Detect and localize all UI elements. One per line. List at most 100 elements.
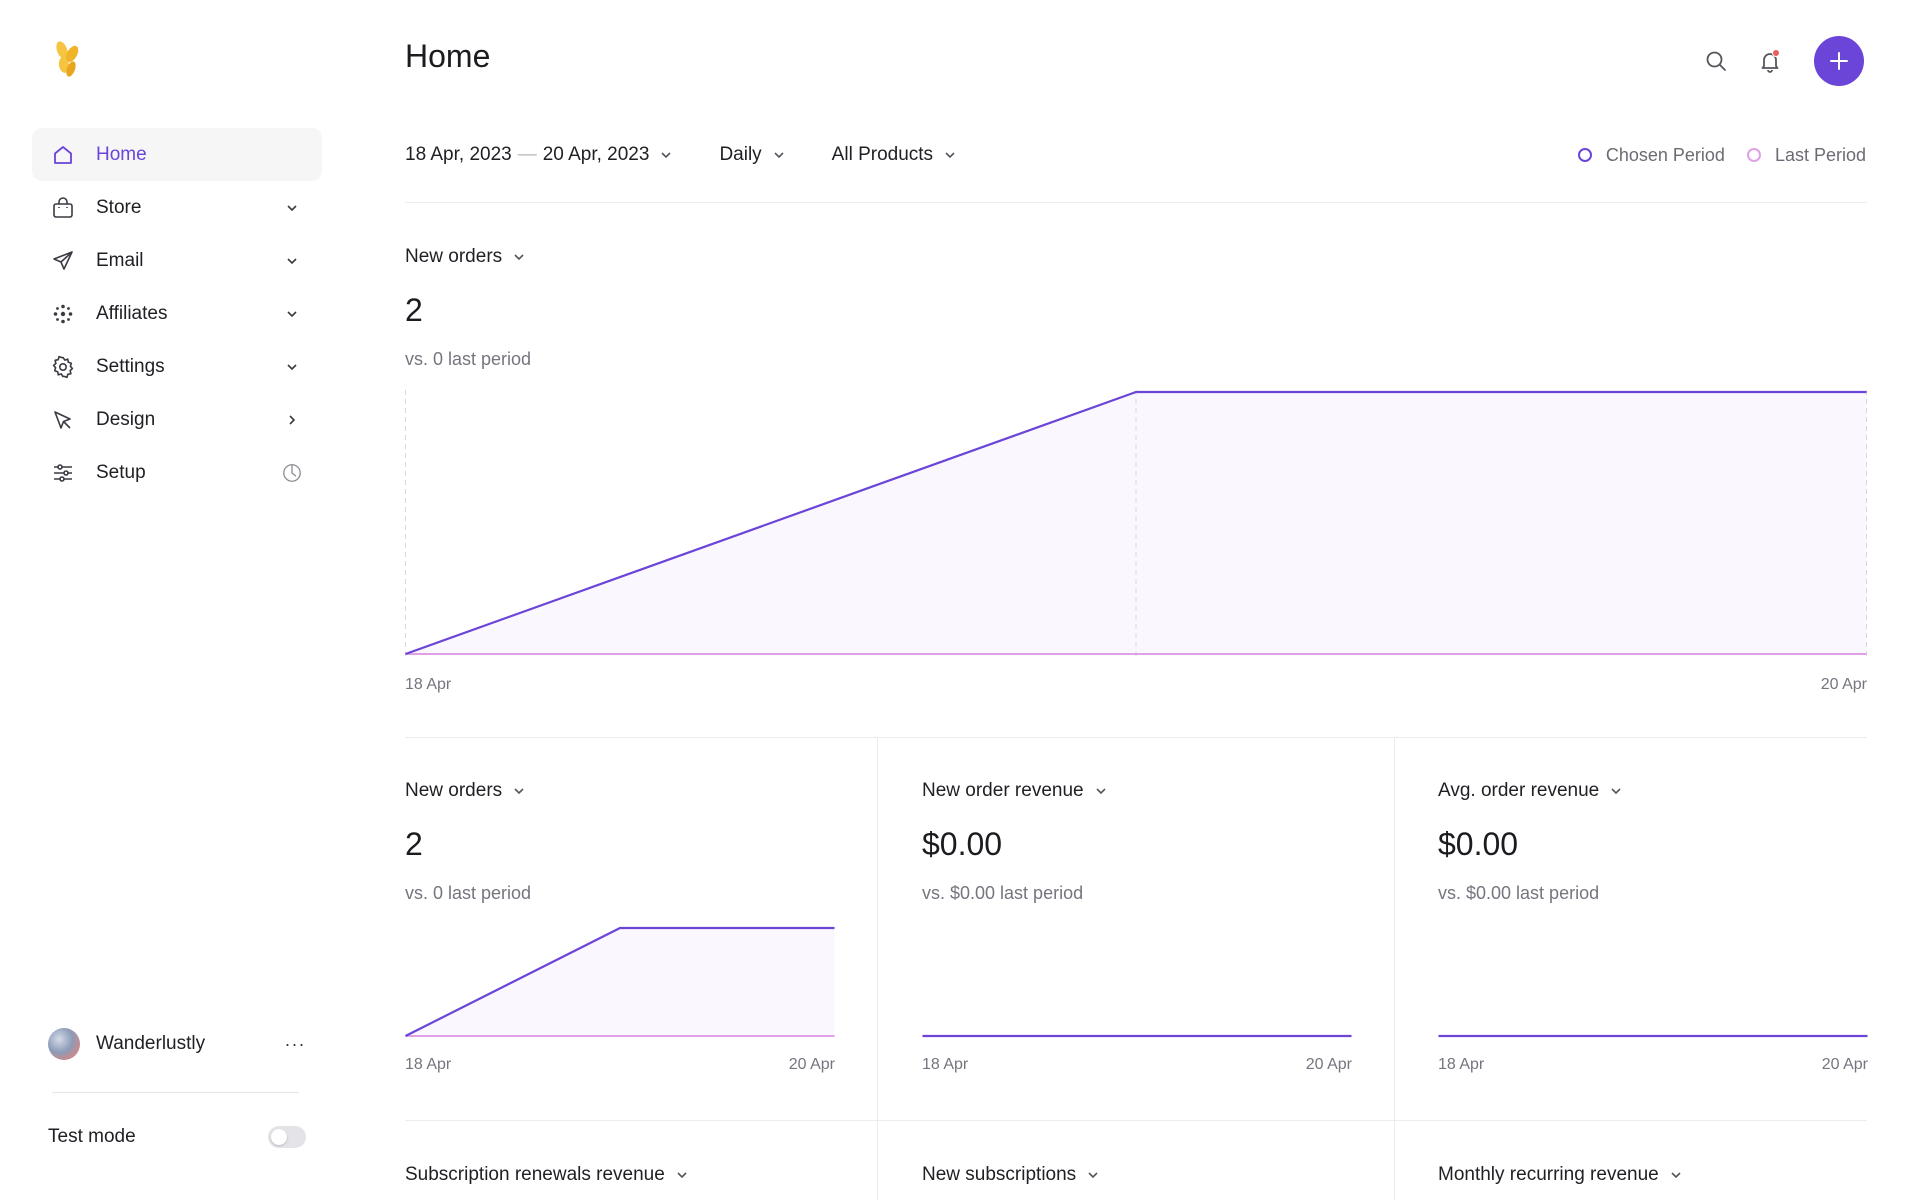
metric-card-new-subscriptions: New subscriptions [922, 1164, 1100, 1186]
sidebar-item-store[interactable]: Store [32, 181, 322, 234]
metric-label: Subscription renewals revenue [405, 1164, 665, 1185]
chevron-down-icon [512, 784, 526, 798]
chevron-down-icon [512, 250, 526, 264]
toggle-knob [271, 1129, 287, 1145]
series-area-chosen-period [405, 928, 835, 1036]
test-mode-row: Test mode [48, 1126, 306, 1148]
metric-card-subscription-renewals: Subscription renewals revenue [405, 1164, 689, 1186]
user-name: Wanderlustly [96, 1033, 206, 1054]
add-button[interactable] [1814, 36, 1864, 86]
metric-card-avg-order-revenue: Avg. order revenue $0.00 vs. $0.00 last … [1438, 780, 1868, 1073]
metric-compare: vs. 0 last period [405, 349, 532, 369]
sidebar-item-label: Settings [96, 355, 165, 377]
cursor-icon [50, 407, 76, 433]
metric-select[interactable]: New orders [405, 246, 531, 268]
date-range-picker[interactable]: 18 Apr, 2023 — 20 Apr, 2023 [405, 144, 673, 166]
chevron-down-icon [282, 198, 302, 218]
metric-label: New order revenue [922, 780, 1084, 801]
affiliates-icon [50, 301, 76, 327]
series-line-chosen-period [405, 926, 835, 1037]
sidebar-item-settings[interactable]: Settings [32, 340, 322, 393]
main-nav: Home Store Email Affiliates [32, 128, 322, 499]
column-divider [1394, 738, 1395, 1200]
sidebar: Home Store Email Affiliates [0, 0, 350, 1200]
test-mode-toggle[interactable] [268, 1126, 306, 1148]
chart-legend: Chosen Period Last Period [1556, 141, 1866, 169]
sidebar-item-affiliates[interactable]: Affiliates [32, 287, 322, 340]
chevron-right-icon [282, 410, 302, 430]
sidebar-item-label: Setup [96, 461, 146, 483]
x-axis-end-label: 20 Apr [788, 1056, 835, 1073]
chevron-down-icon [1609, 784, 1623, 798]
header-actions [1684, 36, 1864, 86]
metric-select[interactable]: New order revenue [922, 780, 1352, 802]
series-area-chosen-period [405, 392, 1867, 654]
legend-label: Chosen Period [1605, 144, 1725, 165]
main-metric: New orders 2 vs. 0 last period [405, 246, 531, 370]
metric-compare: vs. 0 last period [405, 883, 532, 903]
column-divider [877, 738, 878, 1200]
avatar [48, 1028, 80, 1060]
sidebar-item-email[interactable]: Email [32, 234, 322, 287]
user-menu[interactable]: Wanderlustly ··· [48, 1027, 310, 1061]
send-icon [50, 248, 76, 274]
metric-select[interactable]: New orders [405, 780, 835, 802]
metric-value: 2 [405, 292, 423, 328]
chevron-down-icon [282, 357, 302, 377]
mini-chart [922, 1034, 1352, 1038]
x-axis-end-label: 20 Apr [1305, 1056, 1352, 1073]
metric-card-new-order-revenue: New order revenue $0.00 vs. $0.00 last p… [922, 780, 1352, 1073]
sidebar-item-label: Store [96, 196, 142, 218]
flower-logo[interactable] [50, 38, 86, 82]
metric-label: Avg. order revenue [1438, 780, 1600, 801]
divider [405, 737, 1867, 738]
legend-label: Last Period [1774, 144, 1866, 165]
metric-select[interactable]: Monthly recurring revenue [1438, 1164, 1683, 1186]
x-axis-start-label: 18 Apr [405, 1056, 452, 1073]
notifications-button[interactable] [1748, 39, 1792, 83]
metric-select[interactable]: Avg. order revenue [1438, 780, 1868, 802]
metric-label: New orders [405, 780, 503, 801]
metric-value: 2 [405, 826, 423, 862]
sidebar-item-setup[interactable]: Setup [32, 446, 322, 499]
legend-last-period: Last Period [1746, 144, 1866, 166]
sliders-icon [50, 460, 76, 486]
sidebar-item-label: Home [96, 143, 147, 165]
progress-ring-icon [282, 463, 302, 483]
series-line-chosen-period [405, 390, 1867, 656]
metric-select[interactable]: Subscription renewals revenue [405, 1164, 689, 1186]
metric-select[interactable]: New subscriptions [922, 1164, 1100, 1186]
date-start: 18 Apr, 2023 [405, 144, 512, 165]
chevron-down-icon [943, 148, 957, 162]
sidebar-item-home[interactable]: Home [32, 128, 322, 181]
chevron-down-icon [1094, 784, 1108, 798]
search-button[interactable] [1694, 39, 1738, 83]
metric-label: New orders [405, 246, 503, 267]
sidebar-item-design[interactable]: Design [32, 393, 322, 446]
chevron-down-icon [675, 1168, 689, 1182]
x-axis-start-label: 18 Apr [922, 1056, 969, 1073]
metric-value: $0.00 [1438, 826, 1519, 862]
x-axis-end-label: 20 Apr [1820, 676, 1867, 693]
shopping-bag-icon [50, 195, 76, 221]
date-separator: — [517, 144, 537, 165]
chevron-down-icon [772, 148, 786, 162]
chevron-down-icon [282, 251, 302, 271]
date-end: 20 Apr, 2023 [542, 144, 650, 165]
x-axis-start-label: 18 Apr [405, 676, 452, 693]
products-select[interactable]: All Products [832, 144, 957, 166]
more-options-icon[interactable]: ··· [284, 1033, 306, 1054]
metric-label: Monthly recurring revenue [1438, 1164, 1659, 1185]
divider [405, 202, 1867, 203]
x-axis-end-label: 20 Apr [1821, 1056, 1868, 1073]
metric-compare: vs. $0.00 last period [1438, 883, 1600, 903]
search-icon [1706, 51, 1726, 71]
mini-chart [1438, 1034, 1868, 1038]
sidebar-item-label: Affiliates [96, 302, 168, 324]
legend-marker [1746, 148, 1761, 162]
plus-icon [1830, 52, 1848, 70]
metric-value: $0.00 [922, 826, 1003, 862]
interval-select[interactable]: Daily [719, 144, 785, 166]
metric-label: New subscriptions [922, 1164, 1077, 1185]
divider [405, 1120, 1867, 1121]
